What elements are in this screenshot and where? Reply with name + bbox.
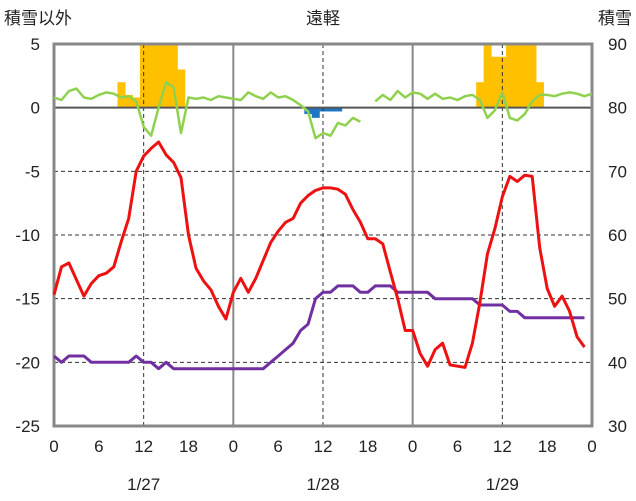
grid-lines bbox=[54, 44, 592, 426]
plot-border bbox=[52, 42, 594, 428]
right-tick-label: 60 bbox=[608, 226, 627, 245]
date-label: 1/27 bbox=[127, 475, 160, 494]
snow-depth-line bbox=[53, 284, 585, 371]
x-tick-label: 18 bbox=[358, 437, 377, 456]
snowfall-bar bbox=[162, 44, 171, 108]
left-tick-label: -10 bbox=[15, 226, 40, 245]
snowfall-bar bbox=[513, 44, 522, 108]
x-tick-label: 12 bbox=[493, 437, 512, 456]
right-tick-label: 40 bbox=[608, 353, 627, 372]
snowfall-bar bbox=[521, 44, 529, 108]
right-tick-label: 50 bbox=[608, 290, 627, 309]
snowfall-bar bbox=[491, 56, 500, 108]
snowfall-bar bbox=[528, 44, 537, 108]
x-tick-label: 12 bbox=[134, 437, 153, 456]
x-tick-label: 6 bbox=[453, 437, 462, 456]
date-label: 1/29 bbox=[486, 475, 519, 494]
x-tick-label: 18 bbox=[179, 437, 198, 456]
snowfall-bar bbox=[506, 44, 515, 108]
x-tick-label: 18 bbox=[538, 437, 557, 456]
right-tick-label: 30 bbox=[608, 417, 627, 436]
snowfall-bar bbox=[147, 44, 156, 108]
snowfall-bar bbox=[124, 94, 133, 108]
x-tick-label: 0 bbox=[229, 437, 238, 456]
x-tick-label: 6 bbox=[273, 437, 282, 456]
left-axis-label: 積雪以外 bbox=[4, 9, 72, 28]
x-tick-label: 0 bbox=[49, 437, 58, 456]
chart-title: 遠軽 bbox=[306, 9, 340, 28]
snowfall-bar bbox=[154, 44, 163, 108]
left-tick-label: 5 bbox=[31, 35, 40, 54]
negative-bar bbox=[326, 107, 335, 112]
left-tick-label: -5 bbox=[25, 162, 40, 181]
left-tick-label: -25 bbox=[15, 417, 40, 436]
negative-bar bbox=[311, 107, 320, 118]
snowfall-bar bbox=[476, 82, 485, 108]
right-axis-label: 積雪 bbox=[598, 9, 632, 28]
right-tick-label: 80 bbox=[608, 99, 627, 118]
temperature-line bbox=[52, 140, 586, 369]
right-tick-label: 90 bbox=[608, 35, 627, 54]
left-tick-label: 0 bbox=[31, 99, 40, 118]
x-tick-label: 0 bbox=[587, 437, 596, 456]
date-label: 1/28 bbox=[306, 475, 339, 494]
series-lines bbox=[52, 80, 593, 371]
snowfall-bar bbox=[169, 44, 178, 108]
snowfall-bars bbox=[117, 44, 544, 108]
x-tick-label: 12 bbox=[314, 437, 333, 456]
difference-line bbox=[53, 80, 593, 140]
snowfall-bar bbox=[483, 44, 492, 108]
left-tick-label: -20 bbox=[15, 353, 40, 372]
right-tick-label: 70 bbox=[608, 162, 627, 181]
left-tick-label: -15 bbox=[15, 290, 40, 309]
snowfall-bar bbox=[117, 82, 126, 108]
negative-bar bbox=[334, 107, 343, 112]
x-tick-label: 6 bbox=[94, 437, 103, 456]
snowfall-bar bbox=[177, 69, 186, 108]
plot-frame bbox=[52, 42, 594, 428]
x-tick-label: 0 bbox=[408, 437, 417, 456]
